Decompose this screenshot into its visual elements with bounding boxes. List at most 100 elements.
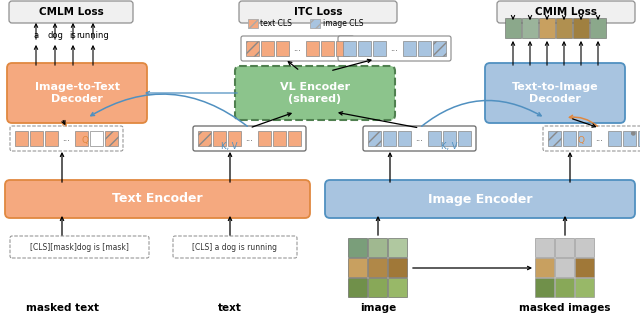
FancyBboxPatch shape [497, 1, 635, 23]
FancyBboxPatch shape [5, 180, 310, 218]
FancyBboxPatch shape [363, 126, 476, 151]
Text: image: image [360, 303, 396, 313]
FancyBboxPatch shape [458, 131, 471, 146]
FancyBboxPatch shape [310, 19, 320, 28]
Text: Text-to-Image
Decoder: Text-to-Image Decoder [512, 82, 598, 104]
FancyBboxPatch shape [413, 131, 426, 146]
FancyBboxPatch shape [261, 41, 274, 56]
FancyBboxPatch shape [638, 131, 640, 146]
FancyBboxPatch shape [556, 18, 572, 38]
FancyBboxPatch shape [105, 131, 118, 146]
FancyBboxPatch shape [343, 41, 356, 56]
Text: image CLS: image CLS [323, 19, 364, 28]
FancyBboxPatch shape [608, 131, 621, 146]
Text: K, V: K, V [441, 142, 458, 151]
FancyBboxPatch shape [539, 18, 555, 38]
Text: [CLS] a dog is running: [CLS] a dog is running [193, 242, 278, 251]
Text: ...: ... [63, 134, 70, 143]
FancyBboxPatch shape [246, 41, 259, 56]
FancyBboxPatch shape [358, 41, 371, 56]
FancyBboxPatch shape [443, 131, 456, 146]
FancyBboxPatch shape [90, 131, 103, 146]
FancyBboxPatch shape [543, 126, 640, 151]
FancyBboxPatch shape [243, 131, 256, 146]
Text: VL Encoder
(shared): VL Encoder (shared) [280, 82, 350, 104]
FancyBboxPatch shape [348, 238, 367, 257]
FancyBboxPatch shape [418, 41, 431, 56]
FancyBboxPatch shape [173, 236, 297, 258]
Text: Image Encoder: Image Encoder [428, 192, 532, 205]
Text: ...: ... [415, 134, 424, 143]
FancyBboxPatch shape [30, 131, 43, 146]
FancyBboxPatch shape [75, 131, 88, 146]
Text: Q: Q [578, 136, 585, 145]
FancyBboxPatch shape [485, 63, 625, 123]
Text: is: is [70, 32, 76, 41]
FancyBboxPatch shape [9, 1, 133, 23]
FancyBboxPatch shape [306, 41, 319, 56]
Text: ...: ... [294, 44, 301, 53]
Text: ...: ... [596, 134, 604, 143]
FancyBboxPatch shape [398, 131, 411, 146]
FancyBboxPatch shape [321, 41, 334, 56]
FancyBboxPatch shape [198, 131, 211, 146]
FancyBboxPatch shape [428, 131, 441, 146]
FancyBboxPatch shape [623, 131, 636, 146]
FancyBboxPatch shape [555, 278, 574, 297]
FancyBboxPatch shape [548, 131, 561, 146]
FancyBboxPatch shape [593, 131, 606, 146]
Text: ...: ... [390, 44, 399, 53]
FancyBboxPatch shape [388, 238, 407, 257]
FancyBboxPatch shape [590, 18, 606, 38]
FancyBboxPatch shape [368, 258, 387, 277]
FancyBboxPatch shape [388, 258, 407, 277]
FancyBboxPatch shape [368, 278, 387, 297]
FancyBboxPatch shape [348, 278, 367, 297]
FancyBboxPatch shape [336, 41, 349, 56]
FancyBboxPatch shape [273, 131, 286, 146]
Text: CMIM Loss: CMIM Loss [535, 7, 597, 17]
FancyBboxPatch shape [193, 126, 306, 151]
FancyBboxPatch shape [522, 18, 538, 38]
FancyBboxPatch shape [241, 36, 354, 61]
FancyBboxPatch shape [258, 131, 271, 146]
Text: running: running [77, 32, 109, 41]
FancyBboxPatch shape [383, 131, 396, 146]
FancyBboxPatch shape [15, 131, 28, 146]
FancyBboxPatch shape [338, 36, 451, 61]
Text: masked text: masked text [26, 303, 99, 313]
FancyBboxPatch shape [578, 131, 591, 146]
Text: CMLM Loss: CMLM Loss [38, 7, 104, 17]
FancyBboxPatch shape [575, 238, 594, 257]
FancyBboxPatch shape [535, 238, 554, 257]
FancyBboxPatch shape [288, 131, 301, 146]
FancyBboxPatch shape [373, 41, 386, 56]
FancyBboxPatch shape [535, 278, 554, 297]
Text: [CLS][mask]dog is [mask]: [CLS][mask]dog is [mask] [29, 242, 129, 251]
FancyBboxPatch shape [433, 41, 446, 56]
Text: dog: dog [47, 32, 63, 41]
FancyBboxPatch shape [368, 238, 387, 257]
FancyBboxPatch shape [575, 278, 594, 297]
FancyBboxPatch shape [10, 126, 123, 151]
Text: Text Encoder: Text Encoder [112, 192, 203, 205]
FancyBboxPatch shape [228, 131, 241, 146]
FancyBboxPatch shape [291, 41, 304, 56]
Text: a: a [33, 32, 38, 41]
FancyBboxPatch shape [348, 258, 367, 277]
FancyBboxPatch shape [248, 19, 258, 28]
FancyBboxPatch shape [10, 236, 149, 258]
FancyBboxPatch shape [555, 258, 574, 277]
FancyBboxPatch shape [325, 180, 635, 218]
FancyBboxPatch shape [505, 18, 521, 38]
FancyBboxPatch shape [60, 131, 73, 146]
Text: ITC Loss: ITC Loss [294, 7, 342, 17]
FancyBboxPatch shape [239, 1, 397, 23]
Text: masked images: masked images [519, 303, 611, 313]
FancyBboxPatch shape [368, 131, 381, 146]
FancyBboxPatch shape [573, 18, 589, 38]
FancyBboxPatch shape [45, 131, 58, 146]
FancyBboxPatch shape [563, 131, 576, 146]
FancyBboxPatch shape [7, 63, 147, 123]
FancyBboxPatch shape [535, 258, 554, 277]
